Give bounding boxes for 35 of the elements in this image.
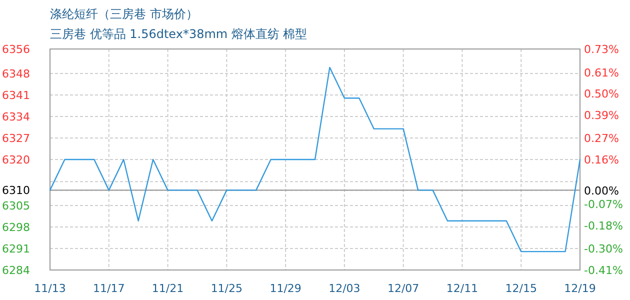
y2-tick-label: 0.27% (584, 132, 619, 146)
y-tick-label: 6291 (2, 242, 30, 256)
y2-tick-label: 0.16% (584, 154, 619, 166)
y-tick-label: 6327 (2, 132, 30, 146)
x-tick-label: 11/25 (210, 282, 243, 295)
y2-tick-label: 0.50% (584, 88, 619, 101)
line-series (49, 66, 581, 252)
x-tick-label: 12/19 (564, 282, 596, 295)
y2-tick-label: 0.39% (584, 108, 619, 122)
y2-tick-label: 0.73% (584, 43, 619, 56)
y2-tick-label: 0.00% (584, 184, 619, 198)
chart-subtitle: 三房巷 优等品 1.56dtex*38mm 熔体直纺 棉型 (50, 27, 308, 41)
x-tick-label: 11/17 (93, 282, 125, 295)
x-tick-label: 12/07 (387, 282, 420, 295)
y-tick-label: 6356 (2, 43, 30, 56)
y2-tick-label: -0.07% (584, 198, 623, 212)
x-tick-label: 12/11 (446, 282, 478, 295)
y2-tick-label: -0.30% (584, 242, 623, 256)
y-tick-label: 6310 (2, 184, 30, 198)
y-tick-label: 6348 (2, 68, 30, 81)
x-tick-label: 12/03 (328, 282, 360, 295)
x-tick-label: 11/21 (152, 282, 184, 295)
x-tick-label: 12/15 (505, 282, 537, 295)
x-tick-label: 11/13 (34, 282, 66, 295)
y2-tick-label: 0.61% (584, 66, 619, 80)
y-tick-label: 6341 (2, 89, 30, 102)
y-tick-label: 6305 (2, 200, 30, 213)
y-tick-label: 6298 (2, 221, 30, 234)
y2-tick-label: -0.41% (584, 264, 623, 277)
x-tick-label: 11/29 (270, 282, 302, 295)
y-tick-label: 6334 (2, 110, 30, 124)
y-tick-label: 6320 (2, 154, 30, 166)
y-tick-label: 6284 (2, 264, 30, 277)
y2-tick-label: -0.18% (584, 219, 623, 232)
chart-title: 涤纶短纤（三房巷 市场价） (50, 7, 198, 21)
